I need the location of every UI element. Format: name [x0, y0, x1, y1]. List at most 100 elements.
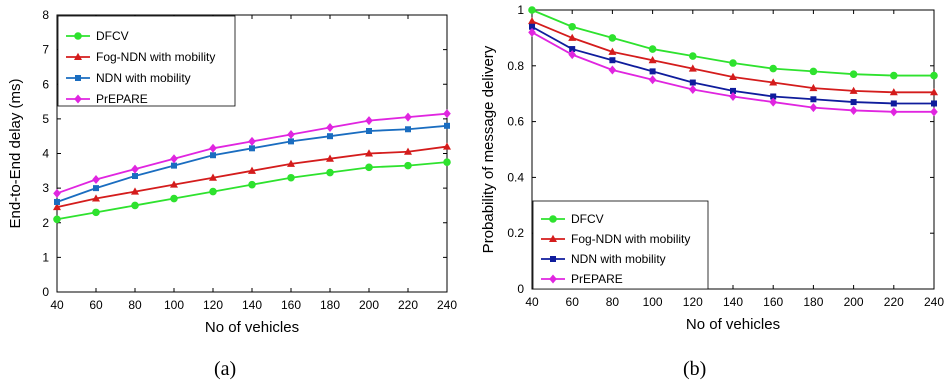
x-tick-label: 240 [437, 298, 457, 312]
x-tick-label: 180 [320, 298, 340, 312]
data-point [769, 64, 778, 73]
data-point [171, 162, 177, 169]
data-point [170, 194, 178, 203]
caption-a: (a) [214, 358, 237, 380]
x-tick-label: 80 [128, 298, 142, 312]
legend-swatch-marker [74, 32, 82, 40]
data-point [443, 109, 451, 119]
data-point [890, 71, 898, 80]
data-point [889, 88, 898, 96]
x-tick-label: 180 [803, 295, 823, 309]
data-point [608, 34, 617, 42]
data-point [248, 166, 256, 174]
data-point [729, 72, 737, 80]
data-point [809, 103, 818, 113]
data-point [850, 99, 857, 106]
x-tick-label: 220 [884, 295, 904, 309]
data-point [689, 52, 697, 60]
data-point [729, 59, 737, 67]
legend-item: Fog-NDN with mobility [66, 50, 215, 64]
data-point [688, 64, 697, 72]
x-tick-label: 140 [242, 298, 262, 312]
legend-swatch-marker [75, 75, 81, 81]
legend-item: NDN with mobility [541, 252, 666, 266]
legend-label: DFCV [571, 212, 604, 226]
y-tick-label: 1 [517, 3, 524, 17]
data-point [249, 145, 255, 152]
x-tick-label: 100 [643, 295, 663, 309]
data-point [92, 194, 100, 202]
data-point [930, 107, 938, 117]
legend-swatch-marker [74, 94, 82, 104]
legend-item: DFCV [541, 212, 604, 226]
legend-swatch-marker [549, 215, 557, 223]
x-tick-label: 100 [164, 298, 184, 312]
data-point [132, 173, 138, 180]
data-point [890, 107, 898, 117]
data-point [648, 45, 657, 53]
data-point [770, 93, 777, 100]
data-point [444, 122, 450, 129]
data-point [569, 46, 576, 53]
data-point [568, 22, 577, 31]
data-point [649, 68, 656, 75]
data-point [849, 86, 858, 94]
data-point [53, 202, 61, 211]
chart-b: 40 60 80 100 120 140 160 180 200 220 240 0 0.2 0.4 0.6… [480, 3, 944, 333]
data-point [769, 97, 777, 107]
data-point [93, 185, 99, 192]
data-point [849, 70, 858, 78]
data-point [92, 174, 100, 184]
data-point [327, 133, 333, 140]
data-point [131, 201, 139, 210]
data-point [849, 105, 858, 115]
legend: DFCV Fog-NDN with mobility NDN with mobili… [532, 200, 709, 290]
chart-a: 40 60 80 100 120 140 160 180 200 220 240 0 1 2 3 4 5 6 7 8 N… [7, 8, 457, 336]
data-point [210, 152, 216, 159]
data-point [209, 187, 217, 196]
legend-item: PrEPARE [541, 272, 623, 286]
data-point [248, 136, 256, 146]
y-axis-label: Probability of message delivery [480, 45, 497, 253]
data-point [288, 138, 294, 145]
data-point [248, 180, 256, 189]
y-tick-label: 0.8 [507, 59, 524, 73]
series-fog-ndn-with-mobility [53, 142, 451, 211]
data-point [287, 129, 295, 139]
x-tick-label: 160 [763, 295, 783, 309]
series-dfcv [53, 158, 451, 224]
x-tick-label: 160 [281, 298, 301, 312]
x-axis-label: No of vehicles [205, 319, 299, 336]
x-tick-label: 240 [924, 295, 944, 309]
series-dfcv [528, 6, 938, 80]
x-tick-label: 80 [606, 295, 620, 309]
y-tick-label: 0.6 [507, 115, 524, 129]
data-point [609, 57, 616, 64]
y-tick-label: 0 [42, 285, 49, 299]
legend-label: NDN with mobility [571, 252, 666, 266]
series-ndn-with-mobility [529, 23, 937, 107]
data-point [930, 88, 938, 96]
data-point [809, 67, 818, 76]
data-point [53, 215, 61, 224]
data-point [405, 126, 411, 133]
x-tick-label: 40 [525, 295, 539, 309]
data-point [404, 147, 412, 155]
y-tick-label: 1 [42, 250, 49, 264]
legend-box [57, 15, 236, 107]
legend-label: NDN with mobility [96, 71, 191, 85]
data-point [54, 198, 60, 205]
data-point [209, 173, 217, 181]
legend-item: NDN with mobility [66, 71, 191, 85]
x-tick-label: 140 [723, 295, 743, 309]
data-point [648, 75, 657, 85]
data-point [404, 161, 412, 170]
data-point [366, 127, 372, 134]
x-tick-label: 60 [566, 295, 580, 309]
legend-label: PrEPARE [571, 272, 623, 286]
y-tick-label: 0.2 [507, 226, 524, 240]
x-tick-label: 120 [203, 298, 223, 312]
x-axis-label: No of vehicles [686, 316, 780, 333]
data-point [890, 100, 897, 107]
series-prepare [528, 27, 938, 117]
